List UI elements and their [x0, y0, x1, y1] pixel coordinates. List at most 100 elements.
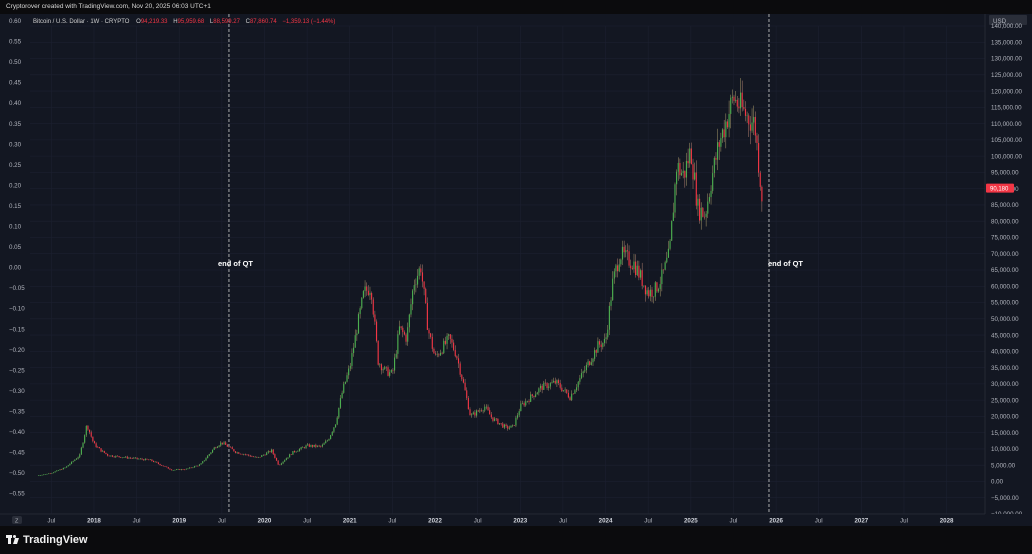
candle: [333, 427, 335, 432]
price-tick-label: 80,000.00: [991, 218, 1019, 225]
candle: [100, 448, 102, 452]
candle: [328, 439, 330, 441]
time-axis[interactable]: Z Jul 2018 Jul 2019 Jul 2020 Jul 2021 Jul 2022 Jul 2…: [0, 513, 1032, 526]
candle: [302, 447, 304, 448]
candle: [698, 198, 701, 221]
candle: [120, 456, 122, 458]
time-tick-label: 2022: [428, 518, 442, 525]
price-tick-label: 100,000.00: [991, 153, 1023, 160]
candle: [93, 441, 96, 444]
candle: [454, 349, 456, 357]
candle: [451, 338, 453, 343]
candle: [584, 370, 586, 372]
time-tick-label: Jul: [133, 518, 141, 525]
candle: [200, 463, 202, 465]
candle: [495, 418, 497, 420]
time-axis-corner-label: Z: [15, 518, 19, 524]
candle: [129, 457, 132, 459]
candle: [289, 454, 291, 458]
candle: [180, 469, 182, 470]
candle: [353, 347, 355, 354]
candle: [676, 171, 678, 185]
candle: [105, 452, 107, 454]
candle: [500, 423, 502, 424]
candle: [259, 456, 261, 458]
candle: [241, 453, 243, 455]
candle: [554, 380, 556, 384]
candle: [615, 265, 617, 272]
candle: [182, 469, 184, 470]
candle: [402, 327, 404, 333]
candle: [164, 466, 166, 467]
candle: [38, 475, 40, 476]
candle: [179, 469, 181, 470]
tradingview-logo[interactable]: TradingView: [6, 534, 88, 546]
candle: [174, 469, 176, 471]
legend-high-value: 95,959.68: [178, 19, 205, 25]
candle: [682, 170, 684, 173]
price-tick-label: 85,000.00: [991, 202, 1019, 209]
time-tick-label: 2025: [684, 518, 698, 525]
candle: [492, 417, 494, 421]
candle: [559, 383, 561, 388]
candle: [754, 116, 756, 136]
candle: [216, 446, 219, 448]
candle: [730, 97, 732, 114]
candle: [467, 398, 469, 410]
candle: [541, 385, 543, 390]
candle: [613, 271, 615, 279]
candle: [677, 162, 679, 172]
candle: [403, 332, 405, 335]
candle: [118, 456, 120, 457]
time-tick-label: 2023: [513, 518, 527, 525]
time-tick-label: Jul: [900, 518, 908, 525]
candle: [528, 401, 530, 402]
time-tick-label: Jul: [47, 518, 55, 525]
candle: [717, 142, 719, 160]
candle: [441, 352, 443, 354]
price-chart[interactable]: 0.60 0.55 0.50 0.45 0.40 0.35 0.30 0.25 0.20 0.15…: [0, 14, 1032, 526]
candle: [658, 289, 660, 292]
candle: [579, 378, 581, 382]
candle: [282, 461, 284, 464]
price-tick-label: 40,000.00: [991, 349, 1019, 356]
candle: [202, 461, 204, 464]
left-tick-label: 0.25: [9, 162, 22, 169]
candle: [582, 371, 584, 374]
candle: [695, 172, 697, 206]
candle: [553, 380, 555, 383]
candle: [413, 285, 415, 291]
candle: [380, 364, 383, 371]
candle: [203, 460, 205, 462]
candle: [605, 337, 607, 340]
candle: [193, 466, 196, 468]
candle: [110, 455, 112, 457]
candle: [525, 401, 527, 406]
tradingview-logo-icon: [6, 535, 19, 544]
candle: [641, 270, 643, 286]
candle: [749, 124, 751, 131]
candle: [148, 459, 150, 461]
candle: [213, 447, 215, 450]
candle: [572, 393, 574, 395]
chart-area[interactable]: 0.60 0.55 0.50 0.45 0.40 0.35 0.30 0.25 0.20 0.15…: [0, 14, 1032, 526]
candle: [746, 115, 748, 117]
candle: [635, 261, 637, 276]
candle: [344, 381, 346, 384]
candle: [494, 418, 496, 421]
candle: [231, 447, 233, 450]
candle: [236, 452, 238, 453]
candle: [580, 373, 583, 379]
candle: [162, 465, 164, 467]
candle: [475, 410, 478, 416]
candle: [738, 106, 740, 109]
candle: [518, 411, 520, 416]
left-tick-label: −0.15: [9, 326, 25, 333]
candle: [630, 265, 632, 269]
candle: [66, 466, 68, 468]
candle: [748, 115, 750, 125]
left-tick-label: −0.05: [9, 285, 25, 292]
legend: Bitcoin / U.S. Dollar · 1W · CRYPTO O94,…: [33, 19, 335, 25]
candle: [336, 417, 338, 425]
